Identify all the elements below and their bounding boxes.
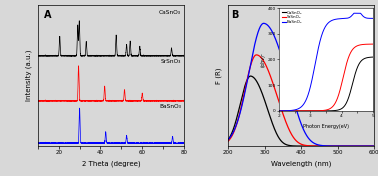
Text: CaSnO₃: CaSnO₃ <box>159 10 181 14</box>
X-axis label: Wavelength (nm): Wavelength (nm) <box>271 161 331 167</box>
X-axis label: 2 Theta (degree): 2 Theta (degree) <box>82 161 140 167</box>
Text: B: B <box>231 10 238 20</box>
Y-axis label: Intensity (a.u.): Intensity (a.u.) <box>26 50 32 101</box>
Text: SrSnO₃: SrSnO₃ <box>161 59 181 64</box>
Text: BaSnO₃: BaSnO₃ <box>159 104 181 109</box>
Y-axis label: F (R): F (R) <box>216 67 222 84</box>
Text: A: A <box>43 10 51 20</box>
